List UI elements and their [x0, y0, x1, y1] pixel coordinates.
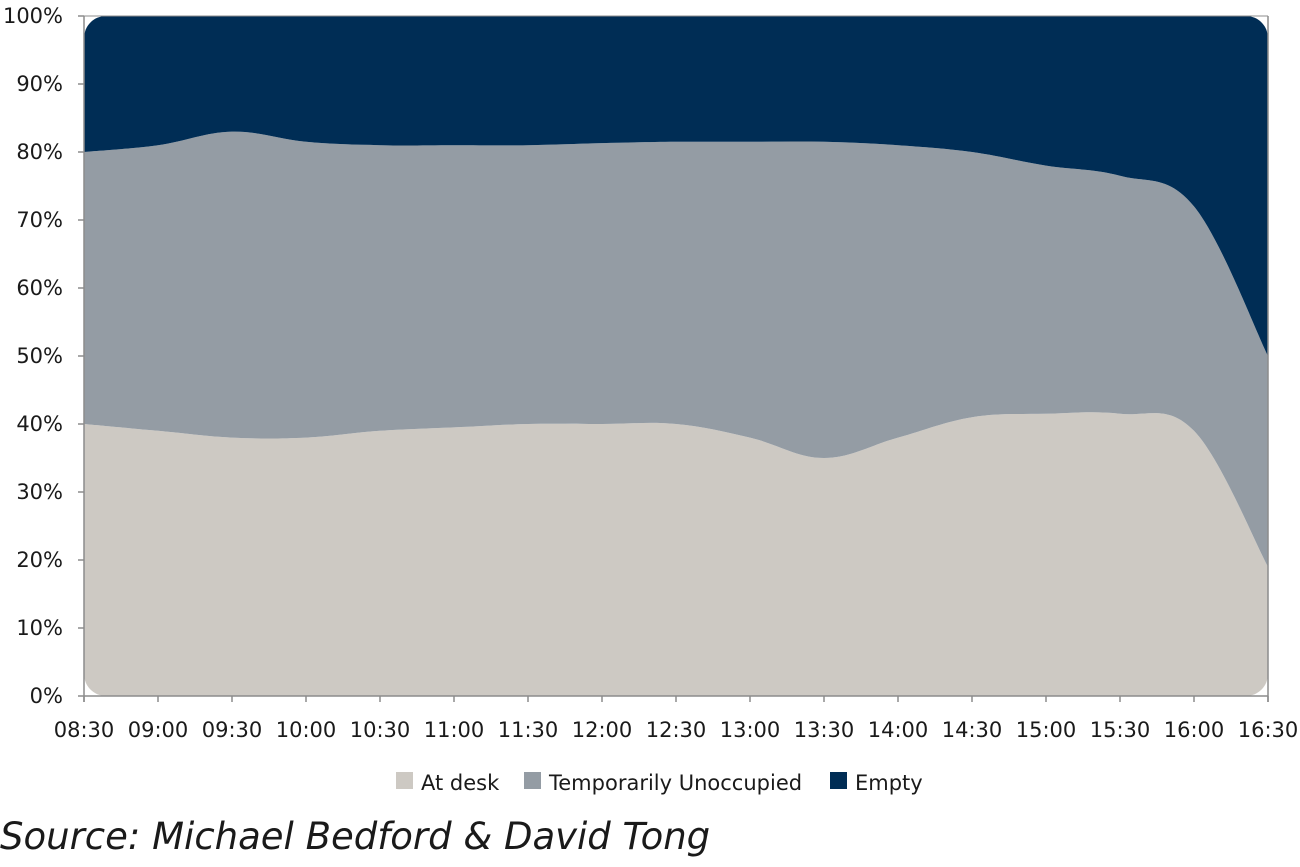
x-tick-label: 14:30 — [942, 718, 1003, 742]
legend-item-at-desk: At desk — [396, 771, 500, 795]
x-tick-label: 11:30 — [498, 718, 559, 742]
y-tick-label: 40% — [16, 412, 63, 436]
y-tick-labels: 0% 10% 20% 30% 40% 50% 60% 70% 80% 90% 100% — [3, 4, 63, 708]
stacked-area-chart: 0%10%20%30%40%50%60%70%80%90%100% 08:30 0… — [3, 4, 1299, 795]
x-tick-label: 08:30 — [54, 718, 115, 742]
y-tick-label: 60% — [16, 276, 63, 300]
x-tick-label: 15:30 — [1090, 718, 1151, 742]
area-at-desk — [84, 412, 1268, 696]
axes — [78, 15, 1269, 702]
x-tick-label: 16:30 — [1238, 718, 1299, 742]
x-tick-label: 14:00 — [868, 718, 929, 742]
y-tick-label: 50% — [16, 344, 63, 368]
legend-item-empty: Empty — [830, 771, 923, 795]
x-tick-label: 15:00 — [1016, 718, 1077, 742]
x-tick-labels: 08:30 09:00 09:30 10:00 10:30 11:00 11:30 12:00… — [54, 718, 1299, 742]
y-tick-label: 70% — [16, 208, 63, 232]
x-tick-label: 12:00 — [572, 718, 633, 742]
x-tick-label: 09:30 — [202, 718, 263, 742]
x-tick-label: 09:00 — [128, 718, 189, 742]
legend-label: Temporarily Unoccupied — [548, 771, 802, 795]
legend: At desk Temporarily Unoccupied Empty — [396, 771, 923, 795]
legend-swatch — [396, 772, 413, 789]
x-tick-label: 13:30 — [794, 718, 855, 742]
y-tick-label: 80% — [16, 140, 63, 164]
y-tick-label: 20% — [16, 548, 63, 572]
x-tick-label: 11:00 — [424, 718, 485, 742]
legend-swatch — [524, 772, 541, 789]
y-tick-label: 0% — [30, 684, 63, 708]
legend-label: At desk — [421, 771, 500, 795]
area-temporarily-unoccupied — [84, 131, 1268, 567]
x-tick-label: 10:30 — [350, 718, 411, 742]
area-layers — [84, 16, 1268, 696]
x-tick-label: 13:00 — [720, 718, 781, 742]
x-tick-label: 10:00 — [276, 718, 337, 742]
y-tick-label: 90% — [16, 72, 63, 96]
x-tick-label: 12:30 — [646, 718, 707, 742]
x-tick-label: 16:00 — [1164, 718, 1225, 742]
legend-swatch — [830, 772, 847, 789]
y-tick-label: 30% — [16, 480, 63, 504]
legend-item-temporarily-unoccupied: Temporarily Unoccupied — [524, 771, 802, 795]
source-caption: Source: Michael Bedford & David Tong — [0, 815, 711, 858]
legend-label: Empty — [855, 771, 923, 795]
area-empty — [84, 16, 1268, 356]
y-tick-label: 100% — [3, 4, 63, 28]
y-tick-label: 10% — [16, 616, 63, 640]
